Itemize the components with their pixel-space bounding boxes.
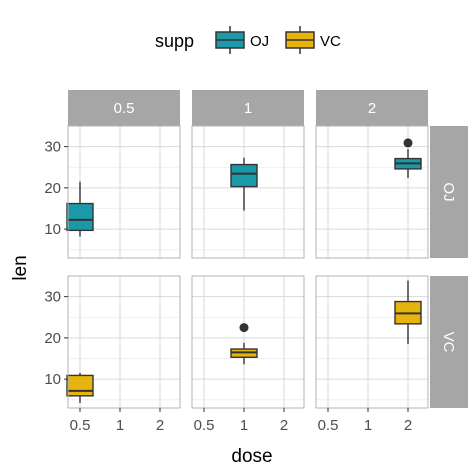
panel-oj-0.5: 10 20 30 (44, 125, 181, 259)
y-tick-label: 30 (44, 139, 61, 156)
panel-oj-1 (191, 125, 305, 259)
x-tick-label: 0.5 (70, 417, 91, 434)
outlier-point (403, 138, 413, 148)
x-tick-label: 1 (364, 417, 372, 434)
box-iqr (66, 374, 94, 397)
x-tick-label: 0.5 (318, 417, 339, 434)
x-tick-label: 1 (240, 417, 248, 434)
row-strip-label: VC (440, 332, 457, 353)
y-tick-label: 20 (44, 180, 61, 197)
box-iqr (66, 202, 94, 232)
legend-key-oj: OJ (215, 26, 269, 54)
y-tick-label: 10 (44, 371, 61, 388)
x-tick-label: 2 (404, 417, 412, 434)
panel-oj-2 (315, 125, 429, 259)
box-oj-2 (394, 138, 422, 178)
outlier-point (239, 323, 249, 333)
row-strip-label: OJ (440, 182, 457, 201)
y-tick-label: 20 (44, 330, 61, 347)
box-vc-1 (230, 323, 258, 365)
y-axis-title: len (10, 255, 31, 280)
col-strip-0: 0.5 (68, 90, 180, 126)
box-oj-1 (230, 157, 258, 211)
legend-title: supp (155, 31, 194, 51)
col-strip-1: 1 (192, 90, 304, 126)
legend-label-vc: VC (320, 33, 341, 50)
panel-vc-0.5: 10 20 30 0.5 1 2 (44, 275, 181, 434)
x-tick-label: 1 (116, 417, 124, 434)
panel-vc-1: 0.5 1 2 (191, 275, 305, 434)
x-tick-label: 2 (156, 417, 164, 434)
legend-label-oj: OJ (250, 33, 269, 50)
x-tick-label: 0.5 (194, 417, 215, 434)
box-oj-0.5 (66, 181, 94, 237)
box-vc-0.5 (66, 372, 94, 404)
legend-key-vc: VC (285, 26, 341, 54)
col-strip-label: 1 (244, 100, 252, 117)
col-strip-label: 0.5 (114, 100, 135, 117)
box-iqr (230, 163, 258, 188)
legend: supp OJ VC (155, 26, 341, 54)
panel-vc-2: 0.5 1 2 (315, 275, 429, 434)
x-axis-title: dose (231, 446, 272, 467)
row-strip-oj: OJ (430, 126, 468, 258)
col-strip-2: 2 (316, 90, 428, 126)
row-strip-vc: VC (430, 276, 468, 408)
box-vc-2 (394, 280, 422, 345)
y-tick-label: 10 (44, 221, 61, 238)
y-tick-label: 30 (44, 289, 61, 306)
col-strip-label: 2 (368, 100, 376, 117)
x-tick-label: 2 (280, 417, 288, 434)
